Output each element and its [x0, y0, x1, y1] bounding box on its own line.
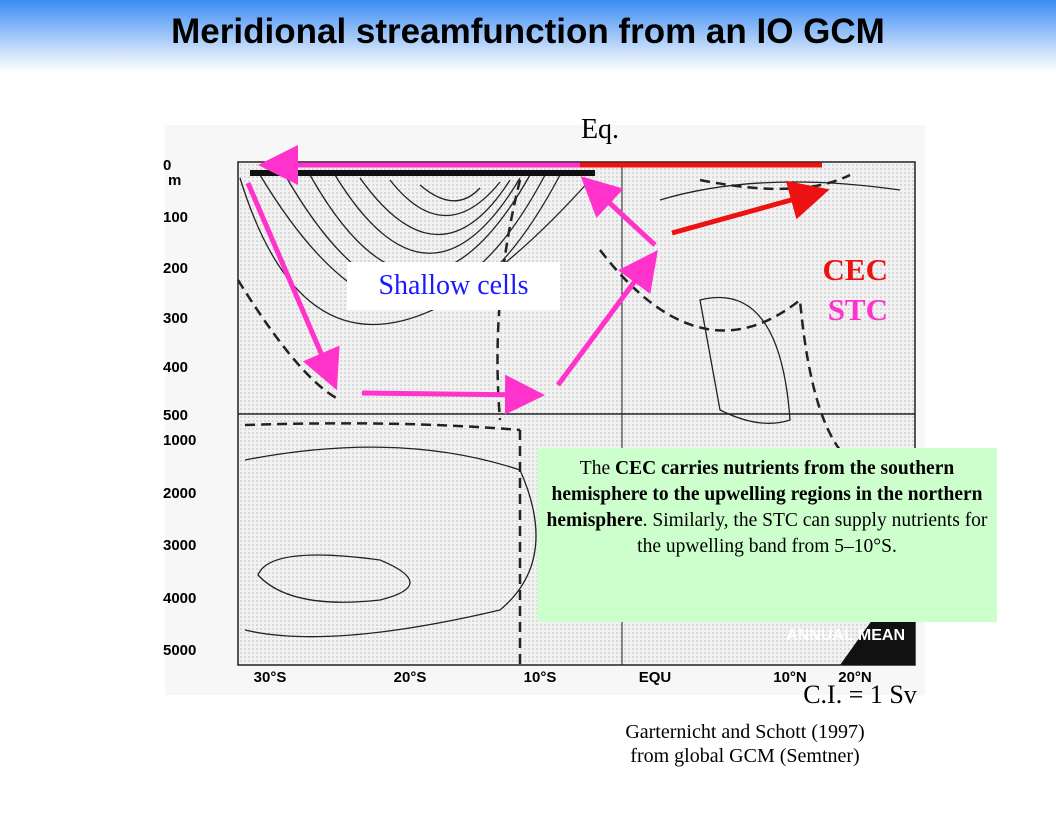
- note-text: The: [579, 458, 615, 479]
- latitude-label: 10°S: [524, 669, 557, 686]
- note-box: The CEC carries nutrients from the south…: [537, 448, 997, 622]
- citation-line: from global GCM (Semtner): [630, 745, 859, 767]
- depth-label: 500: [163, 407, 188, 424]
- latitude-label: 20°S: [394, 669, 427, 686]
- note-text: . Similarly, the STC can supply nutrient…: [637, 510, 988, 557]
- latitude-label: 10°N: [773, 669, 807, 686]
- depth-label: 2000: [163, 485, 196, 502]
- depth-label: 100: [163, 209, 188, 226]
- depth-label: 0: [163, 157, 171, 174]
- latitude-label: 30°S: [254, 669, 287, 686]
- latitude-label: EQU: [639, 669, 672, 686]
- depth-label: 400: [163, 359, 188, 376]
- cell-arrows: [245, 145, 830, 415]
- depth-label: 200: [163, 260, 188, 277]
- citation-line: Garternicht and Schott (1997): [625, 721, 864, 743]
- depth-label: 1000: [163, 432, 196, 449]
- depth-label: 300: [163, 310, 188, 327]
- depth-label: 5000: [163, 642, 196, 659]
- surface-band: [250, 170, 595, 176]
- latitude-label: 20°N: [838, 669, 872, 686]
- shallow-cells-label: Shallow cells: [347, 262, 560, 310]
- depth-label: 4000: [163, 590, 196, 607]
- equator-label: Eq.: [581, 114, 619, 145]
- panel-label: ANNUAL MEAN: [786, 627, 905, 644]
- title-bar: [0, 0, 1056, 72]
- contour-interval: C.I. = 1 Sv: [803, 680, 917, 709]
- depth-label: 3000: [163, 537, 196, 554]
- stc-label: STC: [828, 292, 888, 327]
- note-text: CEC carries nutrients from the southern …: [546, 458, 983, 531]
- title: Meridional streamfunction from an IO GCM: [171, 12, 885, 51]
- cec-label: CEC: [823, 252, 888, 287]
- depth-label: m: [168, 172, 181, 189]
